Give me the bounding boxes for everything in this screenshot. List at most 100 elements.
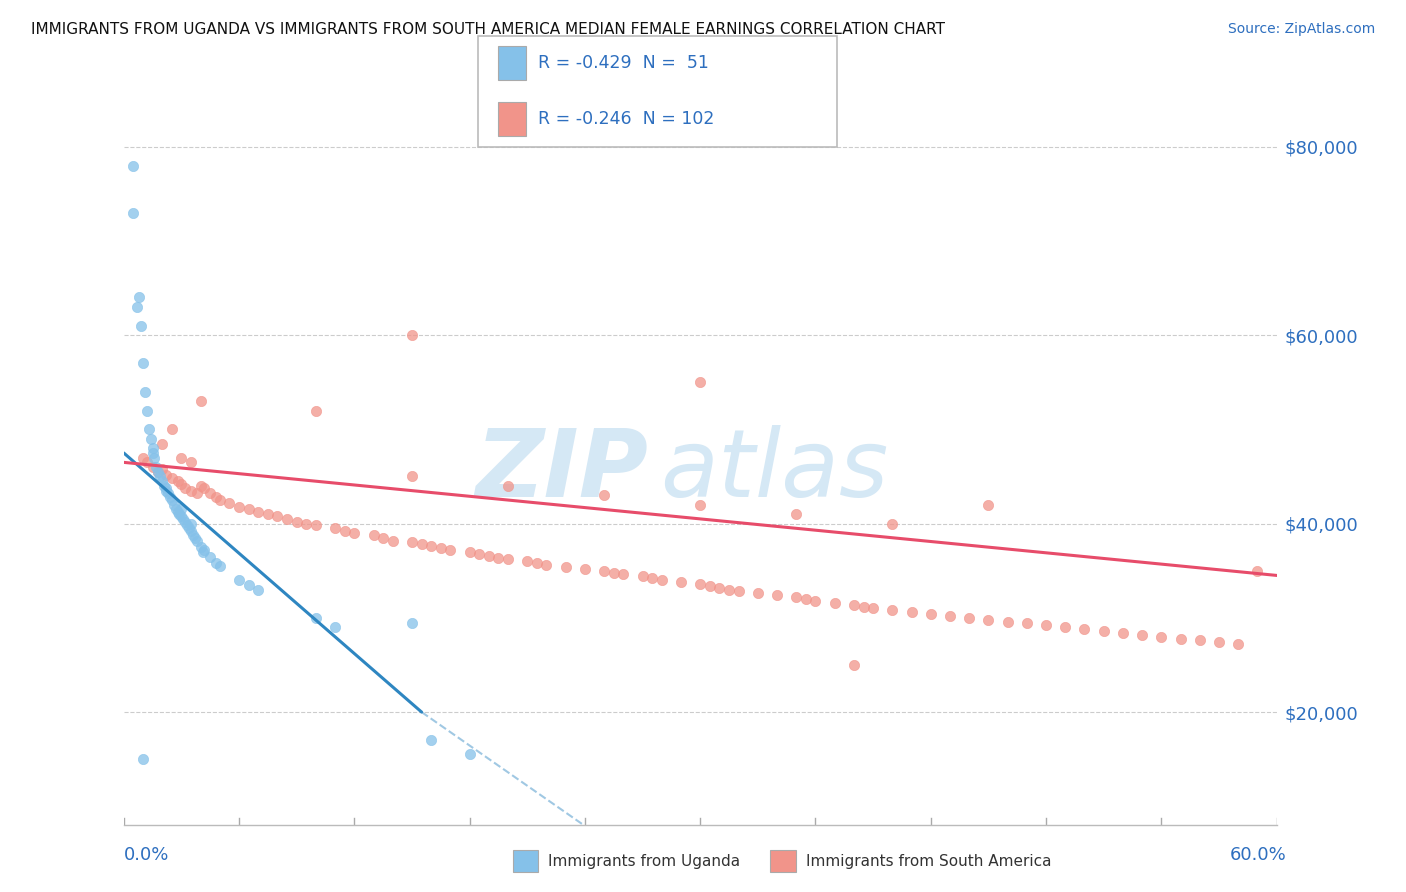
Point — [135, 455, 157, 469]
Point — [371, 531, 394, 545]
Point — [155, 481, 177, 495]
Point — [190, 479, 212, 493]
Point — [785, 590, 807, 604]
Point — [631, 569, 654, 583]
Point — [689, 376, 711, 390]
Text: IMMIGRANTS FROM UGANDA VS IMMIGRANTS FROM SOUTH AMERICA MEDIAN FEMALE EARNINGS C: IMMIGRANTS FROM UGANDA VS IMMIGRANTS FRO… — [31, 22, 945, 37]
Text: Immigrants from Uganda: Immigrants from Uganda — [548, 854, 741, 869]
Point — [554, 560, 576, 574]
Text: Immigrants from South America: Immigrants from South America — [806, 854, 1052, 869]
Point — [141, 446, 163, 460]
Point — [343, 526, 366, 541]
Point — [170, 502, 193, 516]
Point — [180, 516, 202, 531]
Point — [160, 471, 183, 485]
Point — [824, 596, 846, 610]
Point — [180, 455, 202, 469]
Point — [127, 300, 149, 314]
Point — [977, 613, 1000, 627]
Point — [323, 521, 346, 535]
Point — [699, 579, 721, 593]
Point — [128, 291, 150, 305]
Point — [155, 467, 177, 482]
Point — [333, 524, 356, 538]
Point — [172, 512, 194, 526]
Point — [363, 528, 385, 542]
Point — [135, 403, 157, 417]
Point — [141, 460, 163, 475]
Point — [148, 465, 170, 479]
Point — [177, 521, 200, 535]
Point — [186, 533, 208, 548]
Point — [689, 498, 711, 512]
Point — [900, 605, 922, 619]
Point — [747, 586, 769, 600]
Point — [1208, 635, 1230, 649]
Point — [169, 507, 191, 521]
Point — [401, 535, 423, 549]
Point — [1303, 564, 1326, 578]
Point — [468, 547, 491, 561]
Point — [862, 601, 884, 615]
Point — [138, 422, 160, 436]
Point — [276, 512, 298, 526]
Point — [882, 603, 904, 617]
Point — [641, 571, 664, 585]
Point — [159, 490, 181, 504]
Point — [190, 394, 212, 409]
Point — [977, 498, 1000, 512]
Point — [132, 450, 155, 465]
Point — [166, 474, 188, 488]
Point — [1035, 618, 1057, 632]
Point — [593, 564, 616, 578]
Point — [165, 502, 187, 516]
Point — [1092, 624, 1115, 638]
Point — [200, 549, 222, 564]
Point — [381, 533, 404, 548]
Point — [957, 611, 980, 625]
Point — [401, 615, 423, 630]
Point — [651, 573, 673, 587]
Point — [186, 486, 208, 500]
Text: 0.0%: 0.0% — [124, 846, 169, 863]
Point — [842, 657, 865, 672]
Point — [174, 515, 197, 529]
Point — [526, 556, 548, 570]
Point — [1170, 632, 1192, 646]
Point — [285, 515, 308, 529]
Point — [166, 505, 188, 519]
Point — [205, 556, 228, 570]
Point — [180, 483, 202, 498]
Point — [266, 509, 288, 524]
Point — [218, 496, 240, 510]
Point — [145, 460, 167, 475]
Point — [1015, 616, 1038, 631]
Point — [669, 574, 692, 589]
Point — [174, 481, 197, 495]
Point — [193, 481, 215, 495]
Point — [516, 554, 538, 568]
Point — [1054, 620, 1077, 634]
Point — [882, 516, 904, 531]
Point — [1112, 626, 1135, 640]
Text: 60.0%: 60.0% — [1230, 846, 1286, 863]
Point — [132, 356, 155, 370]
Point — [842, 598, 865, 612]
Point — [200, 486, 222, 500]
Point — [794, 592, 817, 607]
Point — [257, 507, 280, 521]
Point — [593, 488, 616, 502]
Point — [170, 509, 193, 524]
Point — [141, 441, 163, 455]
Point — [160, 493, 183, 508]
Point — [574, 562, 596, 576]
Point — [148, 465, 170, 479]
Text: ZIP: ZIP — [475, 425, 648, 516]
Point — [997, 615, 1019, 629]
Point — [458, 747, 481, 762]
Point — [132, 752, 155, 766]
Y-axis label: Median Female Earnings: Median Female Earnings — [0, 350, 7, 547]
Point — [717, 582, 740, 597]
Point — [139, 432, 162, 446]
Point — [208, 559, 231, 574]
